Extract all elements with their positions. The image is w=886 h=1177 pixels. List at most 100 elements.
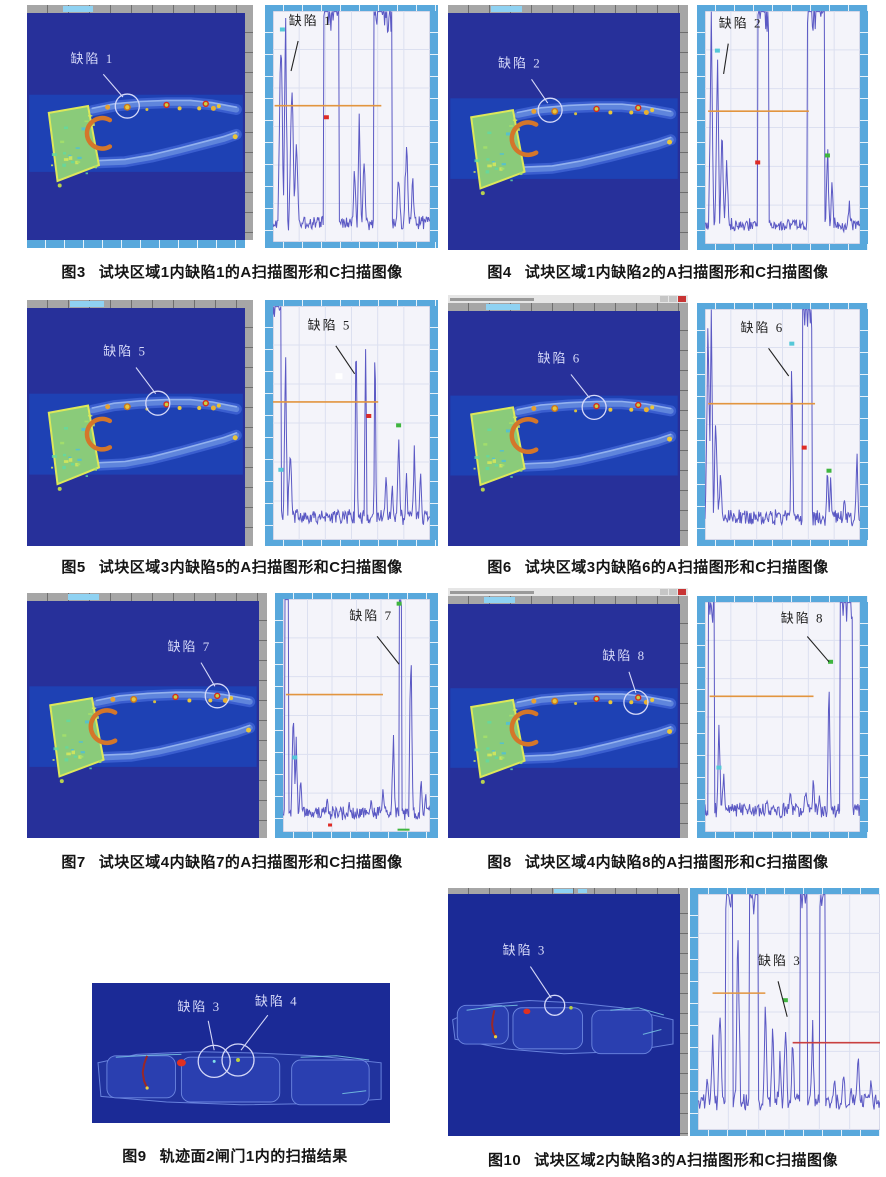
defect-dot [232,435,238,441]
horizontal-ruler [448,596,688,604]
ascan-trace [273,11,430,231]
fig5-cscan-panel: 缺陷 5 [27,300,253,546]
test-block-head [47,104,101,183]
red-defect-blob [176,1059,186,1067]
defect-label: 缺陷 4 [255,993,299,1008]
red-marker [755,160,761,165]
defect-highlight-circle [221,1043,255,1077]
defect-dot [214,692,221,700]
figure-caption-fig9: 图9 轨迹面2闸门1内的扫描结果 [122,1145,348,1166]
figure-fig10: 缺陷 3 缺陷 3 [448,888,880,1136]
cyan-marker [292,755,298,760]
block-texture [473,119,523,182]
lower-arm-band [93,128,242,169]
defect-dot [643,407,649,413]
ascan-bottom-bar [697,832,868,838]
fig10-cscan-image: 缺陷 3 [448,894,680,1136]
bottom-scale-bar [27,240,245,248]
green-marker [397,828,410,831]
test-block-head [470,698,526,779]
fig5-cscan-image: 缺陷 5 [27,308,245,546]
defect-annotation: 缺陷 6 [537,351,590,399]
defect-annotation: 缺陷 5 [308,317,356,375]
red-marker [801,445,807,450]
defect-dot [57,183,62,188]
defect-dot [635,401,642,409]
defect-dot [202,399,209,407]
defect-annotation: 缺陷 7 [168,639,216,687]
defect-dot [210,105,216,111]
defect-dot [153,700,157,704]
caption-text: 试块区域2内缺陷3的A扫描图形和C扫描图像 [534,1152,839,1169]
orange-arc [88,708,118,746]
caption-number: 图6 [487,559,512,576]
red-marker [328,823,333,827]
vertical-ruler [680,311,688,546]
defect-dot [574,701,578,705]
defect-annotation: 缺陷 5 [103,344,157,395]
vertical-ruler [245,13,253,240]
test-block-head [470,406,526,487]
test-block-head [49,697,105,778]
ascan-left-scale [690,894,698,1130]
defect-annotation: 缺陷 1 [289,13,331,72]
defect-label: 缺陷 5 [103,344,147,359]
rail-segment [456,1004,509,1045]
caption-number: 图9 [122,1148,147,1165]
annotation-pointer-line [529,966,552,999]
defect-dot [197,405,202,410]
defect-label: 缺陷 2 [498,56,542,71]
fig4-ascan-plot: 缺陷 2 [705,11,860,244]
fig4-cscan-panel: 缺陷 2 [448,5,688,250]
caption-text: 试块区域3内缺陷6的A扫描图形和C扫描图像 [524,559,829,576]
ruler-highlight [67,594,99,600]
defect-dot [172,693,179,701]
defect-dot [130,695,138,703]
rail-segments [456,1004,653,1055]
fig5-ascan-plot: 缺陷 5 [273,306,430,540]
cyan-marker [789,341,795,346]
grid [705,11,860,244]
ascan-left-scale [265,306,273,540]
grid [705,309,860,540]
defect-dot [569,1005,573,1010]
ruler-highlight [486,304,520,310]
defect-dot [57,486,62,491]
lower-arm-band [519,134,677,175]
defect-dot [216,403,221,408]
defect-annotation: 缺陷 8 [781,611,830,663]
caption-text: 试块区域1内缺陷2的A扫描图形和C扫描图像 [524,264,829,281]
figure-caption-fig5: 图5 试块区域3内缺陷5的A扫描图形和C扫描图像 [61,556,402,577]
defect-dot [593,695,600,702]
vertical-ruler [680,604,688,838]
defect-dot [635,104,642,112]
annotation-pointer-line [777,981,788,1017]
vertical-ruler [245,308,253,546]
annotation-pointer-line [376,635,400,665]
defect-dot [216,104,221,109]
annotation-pointer-line [570,374,590,399]
ascan-right-scale [860,11,868,244]
green-marker [782,998,788,1003]
lower-arm-band [93,429,242,471]
figure-fig4: 缺陷 2 缺陷 2 [448,5,868,250]
rail-segment [180,1056,281,1103]
dark-red-indication [141,1055,149,1089]
cyan-streaks [115,1053,370,1095]
defect-dot [177,106,182,111]
defect-dot [246,727,252,733]
annotation-pointer-line [628,671,637,694]
defect-dot [551,405,559,413]
grid [705,602,860,832]
caption-number: 图8 [487,854,512,871]
caption-number: 图10 [487,1152,522,1169]
ascan-right-scale [430,599,438,832]
ascan-top-bar [265,5,438,11]
fig3-ascan-plot: 缺陷 1 [273,11,430,242]
defect-label: 缺陷 8 [602,648,646,663]
orange-arc [509,417,539,454]
annotation-pointer-line [723,43,729,74]
vertical-ruler [259,601,267,838]
defect-dot [593,105,600,113]
